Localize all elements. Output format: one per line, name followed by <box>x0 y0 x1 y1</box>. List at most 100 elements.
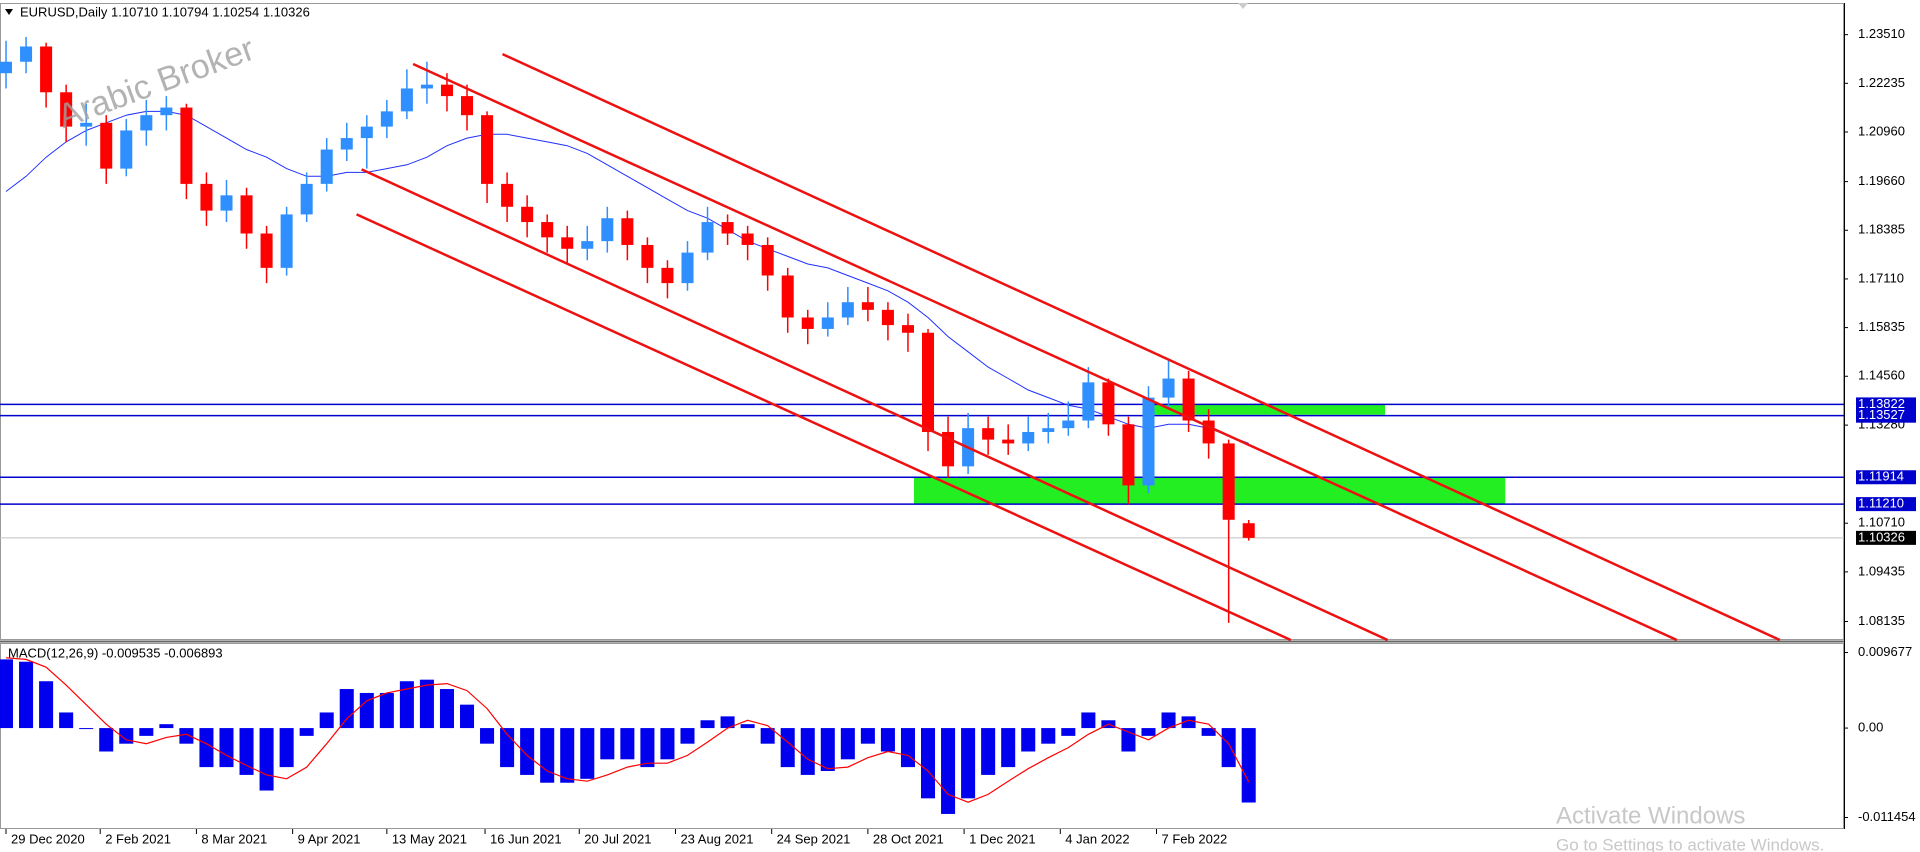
macd-bar <box>59 712 74 729</box>
macd-bar <box>119 728 134 744</box>
overlay: Activate Windows Go to Settings to activa… <box>1556 802 1824 852</box>
candle-body <box>380 111 393 127</box>
candle-body <box>861 302 874 310</box>
macd-bar <box>339 689 354 729</box>
macd-bar <box>740 724 755 729</box>
zone <box>913 477 1506 505</box>
candle-body <box>240 195 253 234</box>
y-tick-label: 1.19660 <box>1858 173 1905 188</box>
zone <box>1152 404 1386 415</box>
macd-bar <box>800 728 815 775</box>
candle-body <box>681 252 694 284</box>
channel-line <box>361 168 1389 642</box>
candle-body <box>922 332 935 432</box>
macd-bar <box>640 728 655 768</box>
macd-bar <box>439 689 454 729</box>
macd-bar <box>900 728 915 768</box>
candle-body <box>100 122 113 169</box>
macd-bar <box>1201 728 1216 736</box>
candle-body <box>881 309 894 326</box>
candle-body <box>440 84 453 97</box>
candle-body <box>1062 420 1075 429</box>
macd-bar <box>279 728 294 768</box>
macd-bar <box>179 728 194 744</box>
chart-title: EURUSD,Daily 1.10710 1.10794 1.10254 1.1… <box>20 4 310 19</box>
activation-title: Activate Windows <box>1556 802 1745 829</box>
last-price-box <box>1856 530 1916 545</box>
x-tick-label: 7 Feb 2022 <box>1162 831 1228 846</box>
macd-bar <box>1241 728 1256 803</box>
activation-subtitle: Go to Settings to activate Windows. <box>1556 835 1824 852</box>
x-tick-label: 9 Apr 2021 <box>298 831 361 846</box>
macd-bar <box>1061 728 1076 736</box>
candle-body <box>420 84 433 89</box>
macd-bar <box>480 728 495 744</box>
candle-body <box>300 183 313 215</box>
macd-bar <box>880 728 895 752</box>
macd-bar <box>840 728 855 760</box>
macd-frame <box>0 643 1844 829</box>
candle-body <box>1042 428 1055 432</box>
menu-arrow <box>5 9 13 15</box>
candle-body <box>280 214 293 268</box>
y-tick-label: 1.08135 <box>1858 613 1905 628</box>
y-tick-label: 1.17110 <box>1858 270 1904 285</box>
x-tick-label: 24 Sep 2021 <box>777 831 851 846</box>
candle-body <box>0 61 13 74</box>
level-label-box <box>1856 408 1916 423</box>
macd-bar <box>39 681 54 729</box>
level-label: 1.13527 <box>1858 407 1905 422</box>
macd-bar <box>1041 728 1056 744</box>
candle-body <box>1222 443 1235 520</box>
macd-bar <box>860 728 875 744</box>
macd-bar <box>820 728 835 772</box>
candle-body <box>20 46 33 62</box>
candle-body <box>541 222 554 238</box>
macd-panel: 0.009677 0.00 -0.011454 MACD(12,26,9) -0.00… <box>0 644 1916 824</box>
candle-body <box>982 428 995 440</box>
macd-bar <box>920 728 936 799</box>
candle-body <box>140 115 153 131</box>
x-tick-label: 20 Jul 2021 <box>584 831 651 846</box>
macd-bar <box>299 728 314 736</box>
macd-bar <box>520 728 535 775</box>
candle-body <box>701 222 714 253</box>
macd-bar <box>981 728 996 775</box>
candle-body <box>461 96 474 116</box>
candle-body <box>320 149 333 184</box>
candle-body <box>340 138 353 150</box>
y-tick-label: 1.09435 <box>1858 563 1905 578</box>
x-tick-label: 2 Feb 2021 <box>105 831 171 846</box>
macd-bar <box>79 728 94 730</box>
macd-bar <box>941 728 956 814</box>
level-label: 1.13822 <box>1858 396 1905 411</box>
level-label-box <box>1856 470 1916 485</box>
last-price-label: 1.10326 <box>1858 529 1905 544</box>
macd-bar <box>720 716 735 729</box>
candle-body <box>1102 382 1115 425</box>
candle-body <box>1122 424 1135 486</box>
level-label: 1.11914 <box>1858 469 1904 484</box>
macd-bar <box>560 728 575 783</box>
candle-body <box>260 233 273 268</box>
x-tick-label: 8 Mar 2021 <box>201 831 267 846</box>
macd-bar <box>399 681 414 729</box>
macd-bar <box>1181 716 1196 729</box>
channel-line <box>501 52 1781 642</box>
y-tick-label: 0.00 <box>1858 720 1883 735</box>
y-tick-label: 1.22235 <box>1858 75 1905 90</box>
moving-average <box>5 110 1249 444</box>
candle-body <box>841 302 854 318</box>
y-tick-label: 1.18385 <box>1858 222 1905 237</box>
macd-bar <box>139 728 154 736</box>
level-label-box <box>1856 397 1916 412</box>
candle-body <box>621 218 634 245</box>
macd-bar <box>219 728 234 768</box>
channel-line <box>412 62 1678 642</box>
candle-body <box>521 206 534 223</box>
macd-bar <box>379 692 394 729</box>
level-label: 1.11210 <box>1858 496 1904 511</box>
y-tick-label: 0.009677 <box>1858 644 1912 659</box>
